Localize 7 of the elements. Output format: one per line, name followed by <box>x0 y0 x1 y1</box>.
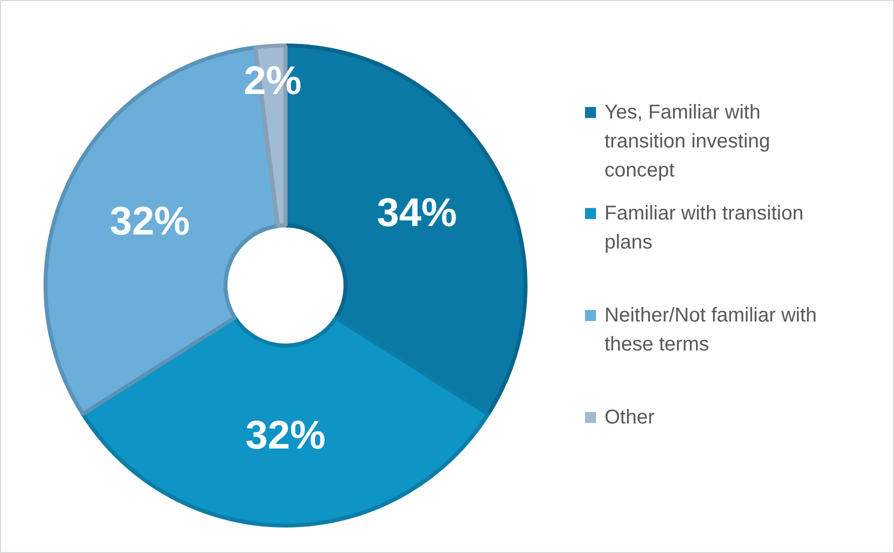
data-label: 32% <box>245 414 326 458</box>
legend-label: Familiar with transition plans <box>604 202 804 254</box>
legend-label: Yes, Familiar with transition investing concept <box>604 102 770 182</box>
legend-label: Neither/Not familiar with these terms <box>604 304 817 356</box>
data-label: 34% <box>376 191 457 236</box>
legend-label: Other <box>604 406 655 428</box>
data-label: 32% <box>110 200 190 244</box>
